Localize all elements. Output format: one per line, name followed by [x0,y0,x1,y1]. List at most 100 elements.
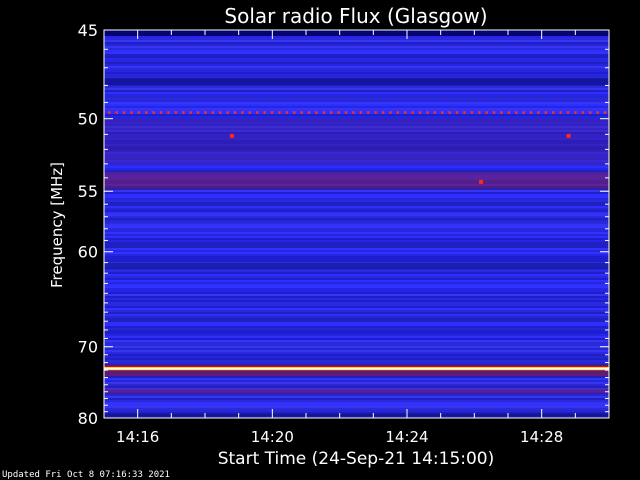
interference-dot [559,111,562,114]
interference-dot [596,111,599,114]
interference-dot [418,111,422,114]
interference-dot [367,111,370,114]
interference-dot [478,111,481,114]
spectrum-row [104,234,609,236]
interference-dot [589,111,592,114]
spectrum-row [104,304,609,306]
interference-dot [159,111,163,114]
spectrum-row [104,318,609,320]
spectrum-row [104,240,609,242]
spectrum-row [104,310,609,312]
spectrum-row [104,312,609,314]
spectrum-row [104,166,609,168]
spectrum-row [104,360,609,362]
spectrum-row [104,156,609,158]
spectrum-row [104,412,609,414]
interference-dot [233,111,237,114]
spectrum-row [104,260,609,262]
spectrum-row [104,354,609,356]
spectrum-row [104,64,609,66]
spectrum-row [104,380,609,382]
y-tick-label: 55 [78,182,98,201]
spectrum-row [104,236,609,238]
spectrum-row [104,164,609,166]
spectrum-row [104,152,609,154]
spectrum-row [104,68,609,70]
x-tick-label: 14:16 [116,428,159,446]
spectrum-row [104,46,609,48]
spectrum-row [104,314,609,316]
spectrum-row [104,72,609,74]
spectrum-row [104,384,609,386]
spectrum-row [104,338,609,340]
spectrum-row [104,230,609,232]
spectrum-row [104,188,609,190]
spectrum-row [104,40,609,42]
spectrum-row [104,158,609,160]
spectrum-row [104,406,609,408]
spectrum-row [104,200,609,202]
interference-dot [219,111,222,114]
interference-dot [167,111,170,114]
spectrum-row [104,44,609,46]
spectrum-row [104,228,609,230]
spectrum-row [104,104,609,106]
spectrum-row [104,102,609,104]
y-tick-label: 60 [78,243,98,262]
spectrum-row [104,126,609,128]
spectrum-row [104,50,609,52]
x-tick-label: 14:28 [520,428,563,446]
interference-dot [544,111,548,114]
spectrum-row [104,402,609,404]
spectrum-row [104,336,609,338]
spectrum-row [104,306,609,308]
interference-dot [411,111,414,114]
interference-dot [211,111,215,114]
spectrum-row [104,210,609,212]
spectrum-row [104,86,609,88]
spectrum-row [104,150,609,152]
x-tick-label: 14:20 [251,428,294,446]
spectrum-row [104,128,609,130]
intensity-band [104,413,609,418]
spectrum-row [104,88,609,90]
interference-dot [248,111,252,114]
emission-spot [479,179,484,184]
interference-dot [507,111,511,114]
interference-dot [278,111,281,114]
spectrum-row [104,294,609,296]
spectrum-row [104,100,609,102]
spectrum-row [104,196,609,198]
spectrum-row [104,408,609,410]
interference-dot [204,111,207,114]
spectrum-row [104,324,609,326]
spectrum-row [104,136,609,138]
spectrum-row [104,154,609,156]
spectrum-row [104,132,609,134]
x-tick-label: 14:24 [385,428,428,446]
spectrum-row [104,296,609,298]
spectrum-row [104,410,609,412]
interference-dot [448,111,451,114]
spectrum-row [104,340,609,342]
y-tick-label: 70 [78,338,98,357]
spectrum-row [104,404,609,406]
spectrum-row [104,170,609,172]
spectrum-row [104,292,609,294]
interference-dot [515,111,518,114]
interference-dot [108,111,111,114]
spectrum-row [104,98,609,100]
interference-dot [441,111,444,114]
spectrum-row [104,212,609,214]
intensity-band [104,78,609,86]
spectrum-row [104,74,609,76]
interference-dot [470,111,474,114]
interference-dot [137,111,141,114]
spectrum-row [104,144,609,146]
interference-dot [322,111,326,114]
spectrum-row [104,70,609,72]
y-tick-label: 45 [78,21,98,40]
spectrum-row [104,280,609,282]
spectrum-row [104,142,609,144]
spectrum-row [104,274,609,276]
